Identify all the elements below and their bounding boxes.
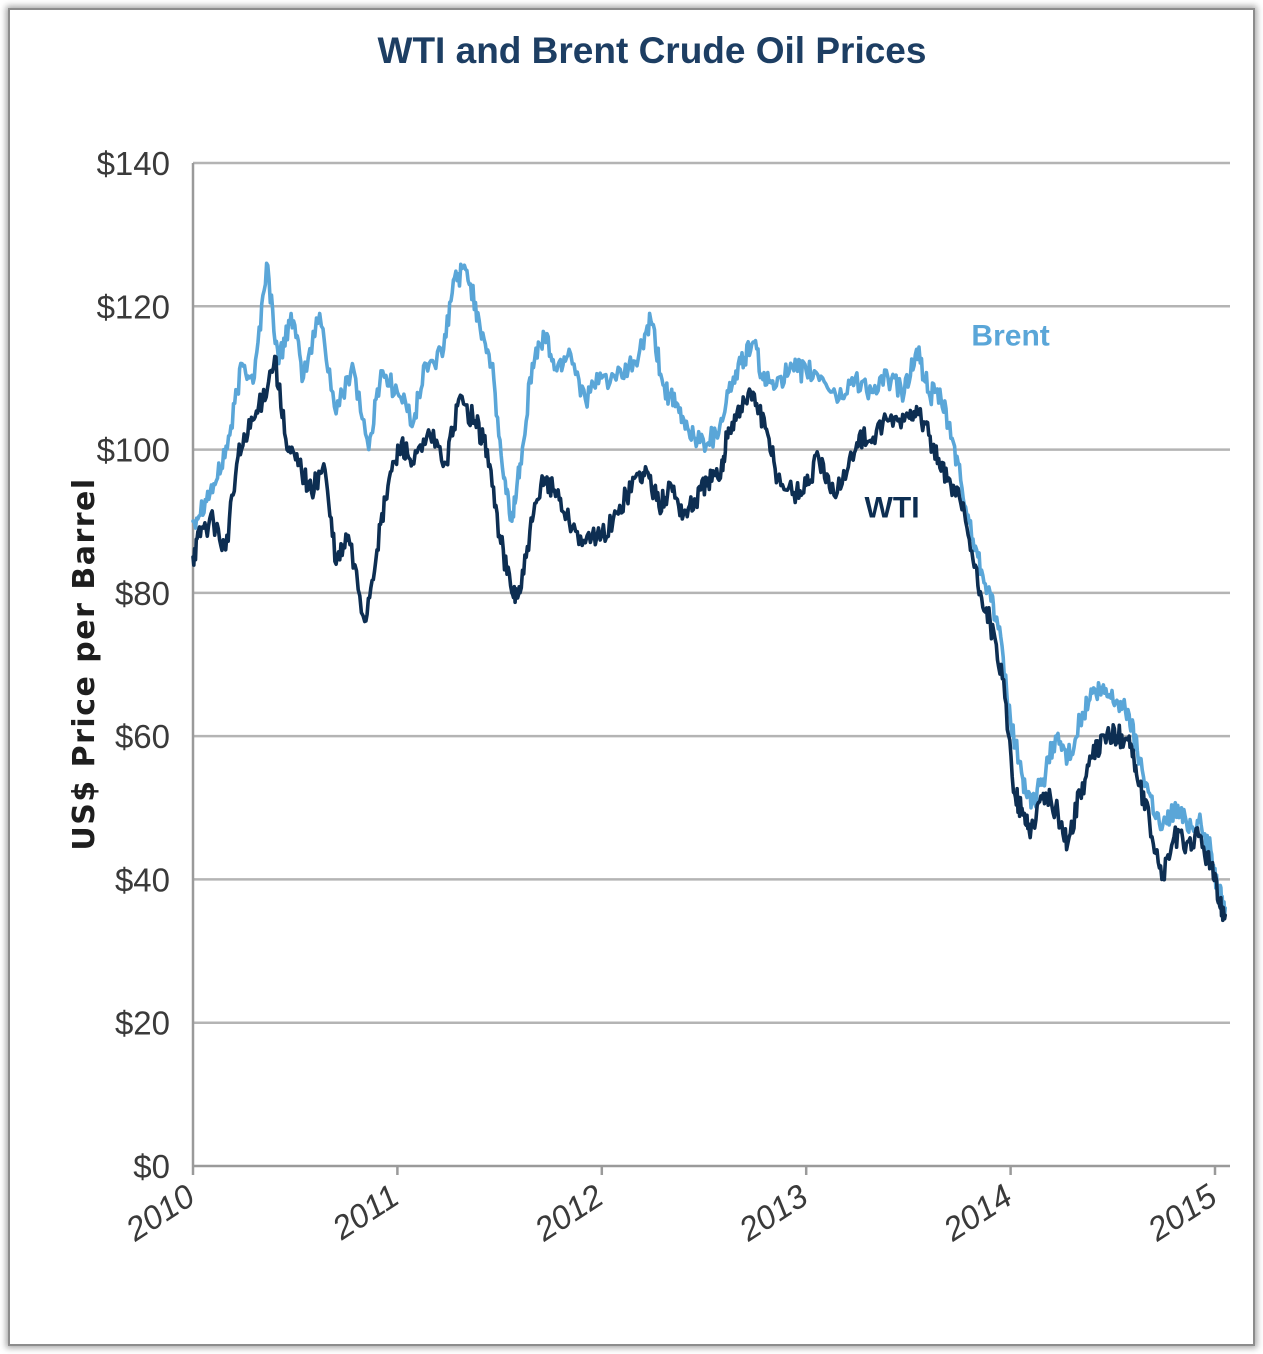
- y-tick-label: $80: [115, 575, 170, 612]
- gridlines: [193, 161, 1230, 1024]
- y-tick-label: $20: [115, 1005, 170, 1042]
- y-tick-label: $100: [97, 432, 170, 469]
- series-label-wti: WTI: [865, 492, 920, 525]
- series-line-wti: [191, 354, 1227, 923]
- y-axis-ticks: $0 $20 $40 $60 $80 $100 $120 $140: [97, 145, 170, 1185]
- x-tick-label: 2014: [936, 1177, 1019, 1249]
- x-tick-label: 2011: [325, 1177, 406, 1247]
- x-axis-ticks: 2010 2011 2012 2013 2014 2015: [118, 1166, 1223, 1248]
- x-tick-label: 2013: [731, 1176, 814, 1248]
- series-line-brent: [191, 261, 1227, 918]
- chart-frame: [8, 8, 1255, 1346]
- y-tick-label: $140: [97, 145, 170, 182]
- x-tick-label: 2010: [118, 1176, 201, 1248]
- series-labels: Brent WTI: [865, 320, 1050, 525]
- x-tick-label: 2012: [527, 1177, 610, 1249]
- series-lines: [191, 261, 1227, 923]
- axes: [191, 163, 1230, 1168]
- y-tick-label: $40: [115, 861, 170, 898]
- chart-title: WTI and Brent Crude Oil Prices: [378, 30, 927, 71]
- y-tick-label: $0: [133, 1148, 170, 1185]
- x-tick-label: 2015: [1140, 1176, 1223, 1248]
- y-tick-label: $60: [115, 718, 170, 755]
- y-axis-label: US$ Price per Barrel: [67, 477, 102, 850]
- y-tick-label: $120: [97, 288, 170, 325]
- series-label-brent: Brent: [971, 320, 1049, 353]
